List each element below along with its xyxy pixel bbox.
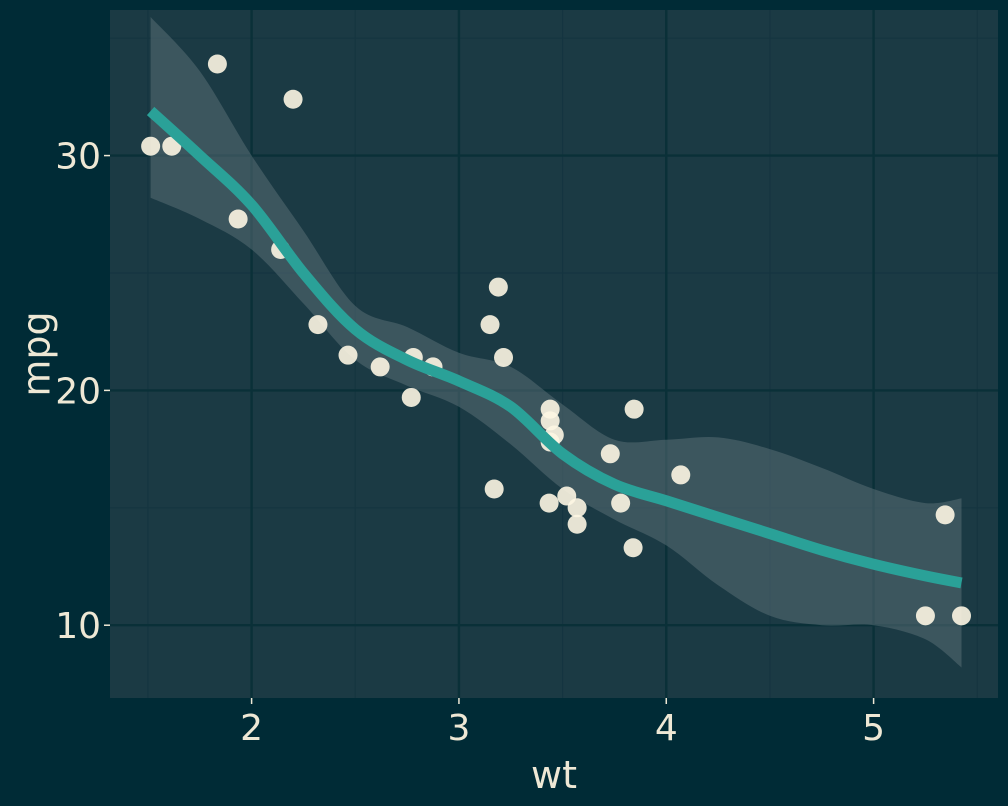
data-point (484, 479, 504, 499)
data-point (494, 348, 514, 368)
data-point (539, 493, 559, 513)
data-point (567, 498, 587, 518)
y-tick-label: 30 (55, 137, 101, 178)
data-point (611, 493, 631, 513)
data-point (480, 315, 500, 335)
y-tick-label: 20 (55, 371, 101, 412)
data-point (600, 444, 620, 464)
x-tick-label: 5 (862, 708, 885, 749)
data-point (915, 606, 935, 626)
data-point (540, 399, 560, 419)
data-point (952, 606, 972, 626)
data-point (141, 136, 161, 156)
data-point (228, 209, 248, 229)
data-point (488, 277, 508, 297)
x-tick-label: 2 (240, 708, 263, 749)
x-axis-title: wt (531, 753, 577, 797)
smooth-line (146, 106, 963, 589)
data-point (370, 357, 390, 377)
y-tick-label: 10 (55, 606, 101, 647)
x-tick-label: 3 (447, 708, 470, 749)
y-axis: 10 20 30 (55, 137, 110, 647)
data-point (671, 465, 691, 485)
data-point (401, 387, 421, 407)
x-tick-label: 4 (655, 708, 678, 749)
data-point (283, 89, 303, 109)
data-point (207, 54, 227, 74)
data-point (935, 505, 955, 525)
data-point (624, 399, 644, 419)
confidence-ribbon (150, 17, 962, 668)
y-axis-title: mpg (14, 311, 58, 396)
x-axis: 2 3 4 5 (240, 698, 885, 749)
data-point (308, 315, 328, 335)
data-point (338, 345, 358, 365)
data-point (623, 538, 643, 558)
data-point (567, 514, 587, 534)
